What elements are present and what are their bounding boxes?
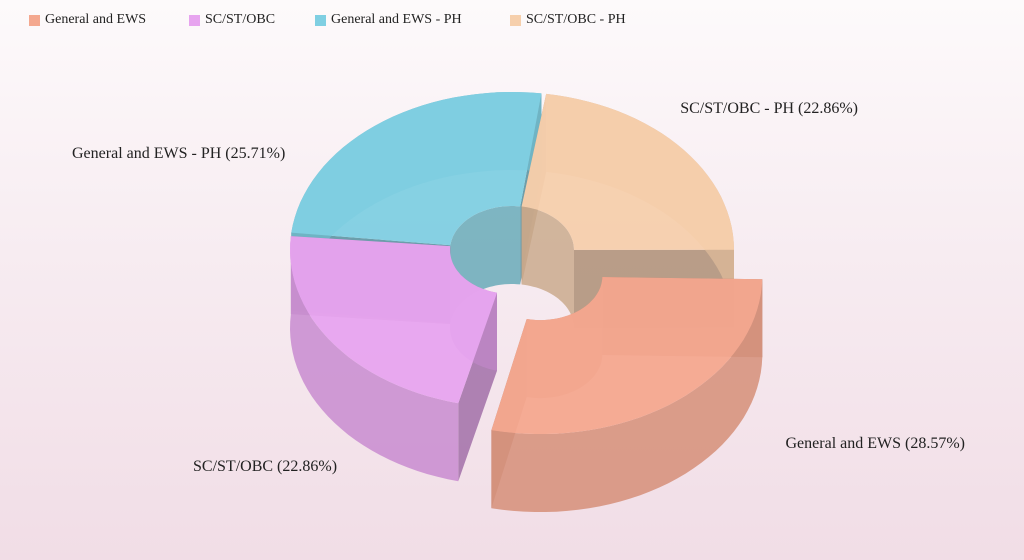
slice-label-sc-st-obc: SC/ST/OBC (22.86%) bbox=[193, 458, 337, 475]
slice-general-and-ews[interactable] bbox=[491, 277, 763, 512]
legend-swatch-icon bbox=[189, 14, 200, 26]
legend-item-general-ews[interactable]: General and EWS bbox=[29, 11, 146, 29]
slice-label-sc-st-obc-ph: SC/ST/OBC - PH (22.86%) bbox=[680, 100, 858, 117]
slice-top-face bbox=[290, 236, 497, 404]
slice-top-face bbox=[491, 277, 763, 434]
legend-label: SC/ST/OBC bbox=[205, 12, 276, 27]
legend-swatch-icon bbox=[510, 14, 521, 26]
slice-top-face bbox=[291, 92, 542, 246]
labels-layer: General and EWS (28.57%) SC/ST/OBC (22.8… bbox=[72, 100, 965, 475]
legend-label: General and EWS bbox=[45, 12, 147, 27]
slice-inner-wall bbox=[521, 206, 574, 328]
chart-legend: General and EWS SC/ST/OBC General and EW… bbox=[0, 0, 1024, 40]
legend-item-sc-st-obc[interactable]: SC/ST/OBC bbox=[189, 11, 275, 29]
slices-layer bbox=[290, 92, 763, 512]
slice-label-general-ews: General and EWS (28.57%) bbox=[786, 435, 966, 452]
legend-swatch-icon bbox=[315, 14, 326, 26]
legend-item-general-ews-ph[interactable]: General and EWS - PH bbox=[315, 11, 462, 29]
slice-sc-st-obc[interactable] bbox=[290, 236, 497, 482]
legend-swatch-icon bbox=[29, 14, 40, 26]
legend-item-sc-st-obc-ph[interactable]: SC/ST/OBC - PH bbox=[510, 11, 626, 29]
slice-top-face bbox=[521, 93, 734, 250]
slice-outer-wall bbox=[290, 236, 459, 482]
slice-outer-wall bbox=[491, 279, 763, 512]
legend-label: General and EWS - PH bbox=[331, 12, 462, 27]
slice-label-general-ews-ph: General and EWS - PH (25.71%) bbox=[72, 145, 285, 162]
legend-label: SC/ST/OBC - PH bbox=[526, 12, 626, 27]
